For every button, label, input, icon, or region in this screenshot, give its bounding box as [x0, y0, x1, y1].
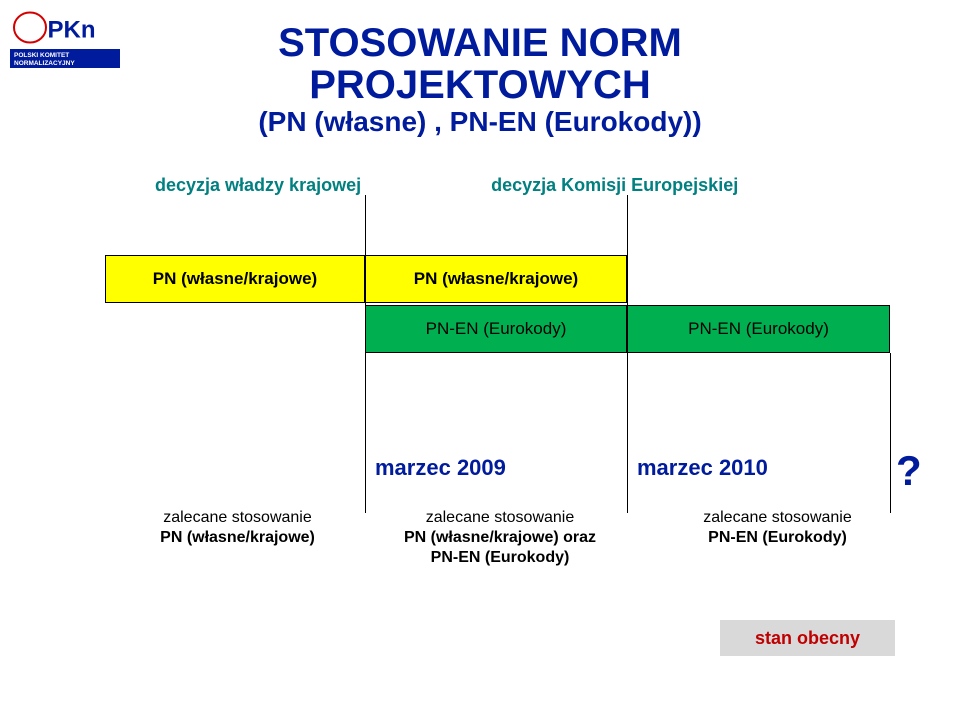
stan-text: stan obecny [755, 628, 860, 649]
timeline-boxes: PN (własne/krajowe) PN (własne/krajowe) … [105, 255, 890, 355]
rec2-line3: PN-EN (Eurokody) [380, 548, 620, 568]
box-pn-1: PN (własne/krajowe) [105, 255, 365, 303]
rec3-line1: zalecane stosowanie [655, 508, 900, 528]
rec-col2: zalecane stosowanie PN (własne/krajowe) … [380, 508, 620, 568]
title-line2: PROJEKTOWYCH [0, 64, 960, 106]
title-line3: (PN (własne) , PN-EN (Eurokody)) [0, 106, 960, 138]
stan-obecny-badge: stan obecny [720, 620, 895, 656]
box-pnen-2: PN-EN (Eurokody) [627, 305, 890, 353]
rec-col1: zalecane stosowanie PN (własne/krajowe) [120, 508, 355, 548]
decision-right: decyzja Komisji Europejskiej [491, 175, 738, 196]
rec1-line1: zalecane stosowanie [120, 508, 355, 528]
title-line1: STOSOWANIE NORM [0, 22, 960, 64]
rec2-line1: zalecane stosowanie [380, 508, 620, 528]
milestone-2009: marzec 2009 [375, 455, 506, 481]
rec-col3: zalecane stosowanie PN-EN (Eurokody) [655, 508, 900, 548]
milestone-future: ? [896, 447, 922, 495]
rec2-line2: PN (własne/krajowe) oraz [380, 528, 620, 548]
tick-lower-2 [627, 353, 628, 513]
rec1-line2: PN (własne/krajowe) [120, 528, 355, 548]
decision-left: decyzja władzy krajowej [155, 175, 361, 196]
box-pnen-1: PN-EN (Eurokody) [365, 305, 627, 353]
box-pn-2: PN (własne/krajowe) [365, 255, 627, 303]
tick-lower-1 [365, 353, 366, 513]
rec3-line2: PN-EN (Eurokody) [655, 528, 900, 548]
decision-labels: decyzja władzy krajowej decyzja Komisji … [0, 175, 960, 196]
tick-lower-3 [890, 353, 891, 513]
slide-title: STOSOWANIE NORM PROJEKTOWYCH (PN (własne… [0, 22, 960, 138]
milestone-2010: marzec 2010 [637, 455, 768, 481]
